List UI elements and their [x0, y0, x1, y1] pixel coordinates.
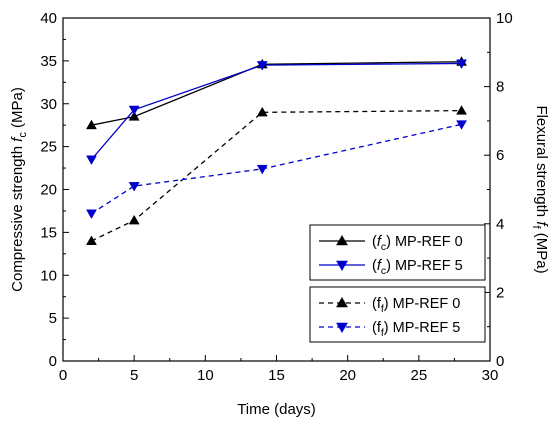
data-point — [456, 120, 467, 130]
y-left-tick-label: 10 — [40, 267, 57, 284]
data-point — [128, 105, 140, 116]
series-line — [91, 123, 462, 215]
x-tick-label: 25 — [410, 367, 427, 384]
series-1 — [86, 56, 467, 130]
y-left-tick-label: 35 — [40, 53, 57, 70]
legend-box — [309, 224, 486, 281]
series-4 — [86, 120, 467, 220]
data-point — [86, 155, 97, 165]
y-left-tick-label: 0 — [49, 353, 57, 370]
series-line — [90, 62, 462, 160]
data-point — [256, 106, 268, 117]
data-point — [86, 119, 97, 130]
legend-marker — [336, 234, 348, 246]
legend-marker — [336, 296, 348, 308]
data-point — [256, 61, 268, 71]
x-axis-title: Time (days) — [237, 401, 316, 418]
x-tick-label: 5 — [130, 367, 138, 384]
x-tick-label: 10 — [197, 367, 214, 384]
y-right-tick-label: 4 — [496, 216, 504, 233]
data-point — [128, 182, 140, 192]
data-point — [128, 214, 140, 225]
legend-label: (ff) MP-REF 0 — [372, 296, 460, 315]
data-point — [256, 164, 268, 175]
y-right-tick-label: 10 — [496, 10, 513, 27]
y-left-tick-label: 40 — [40, 10, 57, 27]
x-tick-label: 0 — [59, 367, 67, 384]
legend-label: (ff) MP-REF 5 — [372, 320, 460, 339]
legend-label: (fc) MP-REF 0 — [372, 234, 463, 253]
legend: (fc) MP-REF 0 (fc) MP-REF 5 (ff) MP-REF 0 (… — [309, 224, 486, 343]
series-line — [91, 109, 462, 242]
x-tick-label: 30 — [482, 367, 499, 384]
y-right-tick-label: 8 — [496, 79, 504, 96]
data-point — [86, 235, 97, 245]
data-series — [86, 56, 467, 245]
series-3 — [86, 105, 467, 245]
data-point — [456, 105, 467, 115]
data-point — [128, 111, 140, 121]
x-tick-label: 20 — [339, 367, 356, 384]
x-tick-label: 15 — [268, 367, 285, 384]
y-left-tick-label: 15 — [40, 224, 57, 241]
legend-marker — [336, 260, 348, 272]
y-left-tick-label: 25 — [40, 139, 57, 156]
y-right-tick-label: 2 — [496, 284, 504, 301]
y-right-tick-label: 6 — [496, 147, 504, 164]
series-line — [91, 61, 462, 126]
y-left-axis-title: Compressive strength fc (MPa) — [9, 87, 29, 292]
legend-marker — [336, 322, 348, 334]
y-left-tick-label: 20 — [40, 182, 57, 199]
data-point — [86, 209, 97, 220]
legend-label: (fc) MP-REF 5 — [372, 258, 463, 277]
series-2 — [86, 59, 467, 165]
y-left-tick-label: 5 — [49, 310, 57, 327]
y-left-tick-label: 30 — [40, 96, 57, 113]
legend-box — [309, 286, 486, 343]
data-point — [456, 59, 467, 69]
y-right-axis-title: Flexural strength ff (MPa) — [530, 105, 550, 273]
y-right-tick-label: 0 — [496, 353, 504, 370]
